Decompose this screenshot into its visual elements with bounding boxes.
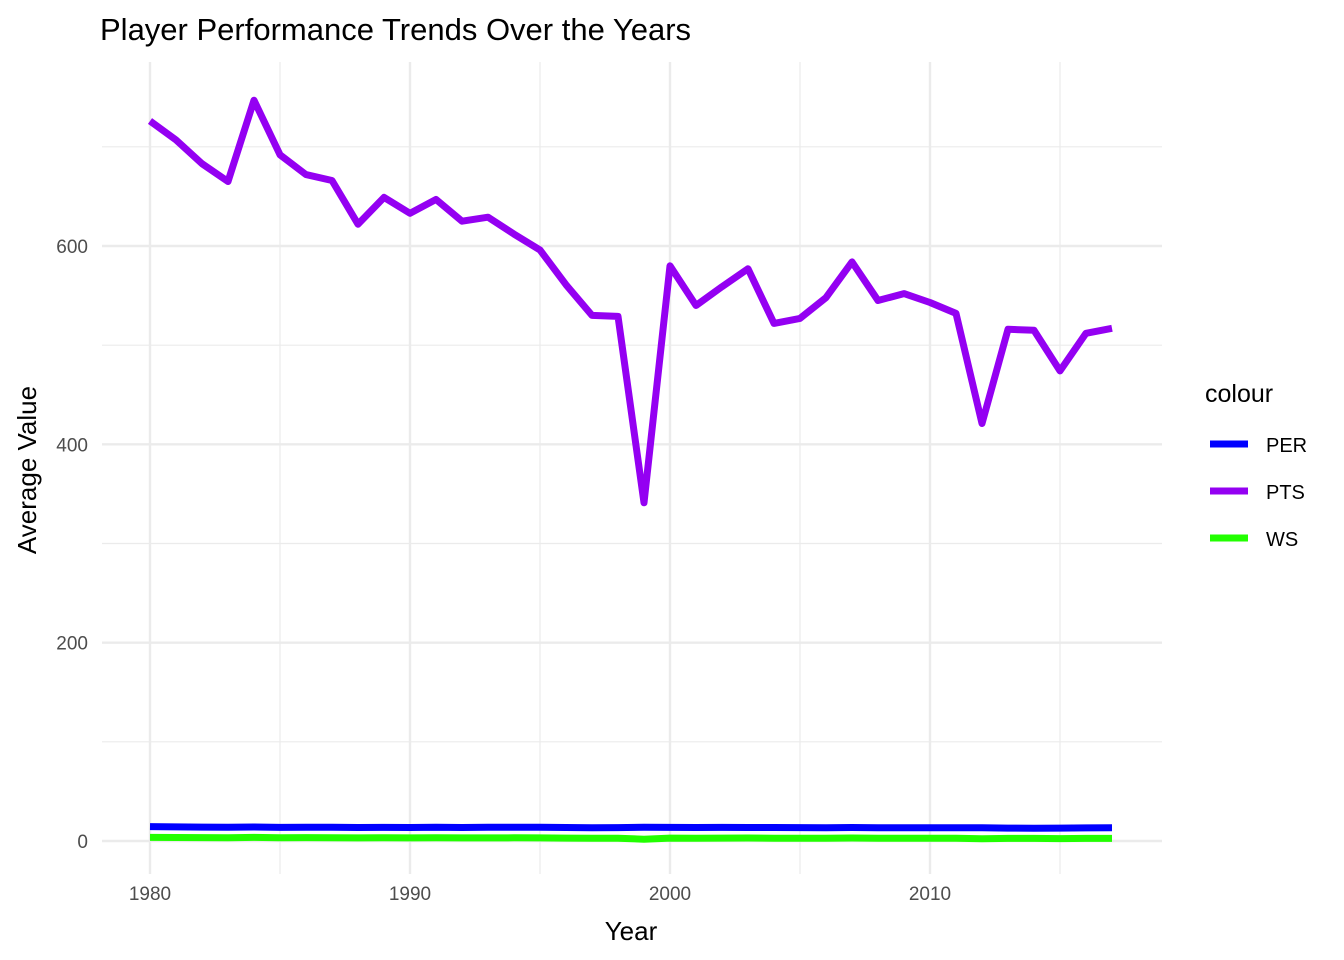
- y-axis-title: Average Value: [12, 386, 42, 554]
- major-gridlines: [102, 62, 1162, 874]
- plot-area: [102, 62, 1162, 874]
- x-tick-label: 2000: [649, 884, 691, 905]
- y-tick-label: 600: [56, 237, 88, 258]
- series-line-pts: [147, 96, 1113, 507]
- minor-gridlines: [102, 62, 1162, 874]
- x-tick-label: 2010: [909, 884, 951, 905]
- legend-title: colour: [1205, 380, 1273, 408]
- chart-title: Player Performance Trends Over the Years: [100, 12, 691, 47]
- series-line-per: [149, 823, 1113, 832]
- series-line-ws: [149, 833, 1112, 843]
- legend-label-ws: WS: [1266, 529, 1298, 551]
- x-axis-title: Year: [605, 916, 658, 946]
- x-axis-tick-labels: 1980 1990 2000 2010: [129, 884, 951, 905]
- y-tick-label: 0: [77, 832, 88, 853]
- y-tick-label: 200: [56, 634, 88, 655]
- y-tick-label: 400: [56, 435, 88, 456]
- legend-label-per: PER: [1266, 435, 1307, 457]
- x-tick-label: 1980: [129, 884, 171, 905]
- legend-label-pts: PTS: [1266, 482, 1305, 504]
- x-tick-label: 1990: [389, 884, 431, 905]
- series-lines: [147, 96, 1113, 843]
- legend-items: PER PTS WS: [1210, 435, 1307, 551]
- legend: colour PER PTS WS: [1205, 380, 1307, 551]
- y-axis-tick-labels: 0 200 400 600: [56, 237, 88, 853]
